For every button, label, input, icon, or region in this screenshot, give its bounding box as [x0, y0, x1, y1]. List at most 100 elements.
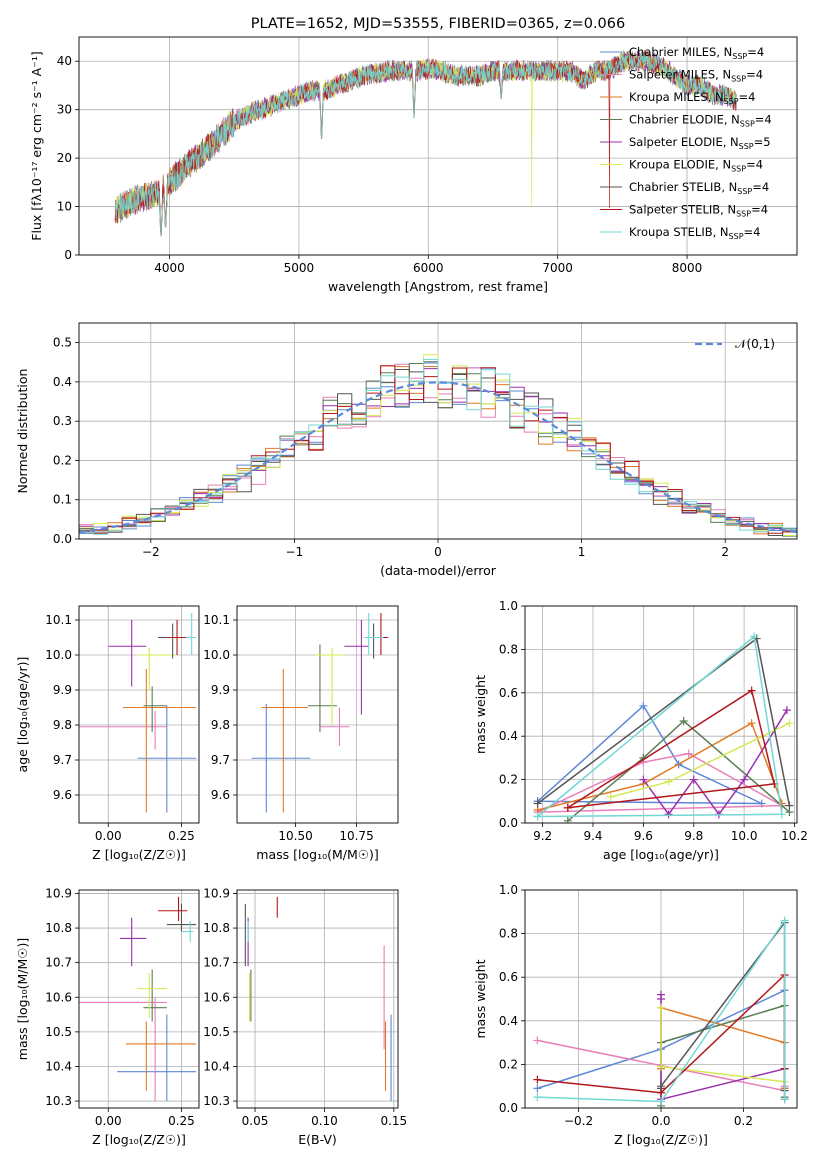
y-axis-label: age [log₁₀(age/yr)] — [15, 657, 30, 773]
x-tick-label: 0.25 — [168, 829, 195, 843]
weight-marker — [785, 801, 794, 810]
x-axis-label: Z [log₁₀(Z/Z☉)] — [92, 1132, 186, 1147]
y-axis-label: mass weight — [473, 959, 488, 1038]
legend-label-suffix: =4 — [739, 90, 756, 104]
legend-label: Salpeter ELODIE, NSSP=5 — [629, 135, 771, 151]
weight-marker — [533, 812, 542, 821]
x-tick-label: 6000 — [413, 261, 444, 275]
y-tick-label: 9.7 — [53, 753, 72, 767]
y-tick-label: 10.3 — [203, 1094, 230, 1108]
legend-label-sub: SSP — [729, 232, 744, 241]
weight-marker — [782, 706, 791, 715]
y-axis-label: mass weight — [473, 675, 488, 754]
weight-marker — [563, 816, 572, 823]
y-tick-label: 9.9 — [53, 683, 72, 697]
legend-label-suffix: =4 — [744, 225, 761, 239]
y-tick-label: 0.1 — [53, 493, 72, 507]
legend-label-name: Chabrier MILES, N — [629, 45, 732, 59]
x-tick-label: 0.00 — [95, 1114, 122, 1128]
x-tick-label: 0.00 — [95, 829, 122, 843]
panel-mass-vs-ebv: 0.05 0.10 0.15 10.3 10.4 10.5 10.6 10.7 10.8 10.9… — [203, 886, 407, 1147]
plot-area — [79, 613, 197, 813]
weight-marker — [747, 686, 756, 695]
y-tick-label: 9.8 — [53, 718, 72, 732]
legend-label-suffix: =4 — [747, 45, 764, 59]
y-tick-label: 0.6 — [499, 686, 518, 700]
y-tick-label: 0.2 — [53, 453, 72, 467]
y-tick-label: 0.0 — [53, 532, 72, 546]
legend-label: 𝒩(0,1) — [735, 337, 775, 351]
legend-label: Kroupa ELODIE, NSSP=4 — [629, 158, 763, 174]
y-tick-label: 0.6 — [499, 970, 518, 984]
axes-frame — [78, 605, 200, 824]
weight-marker — [639, 775, 648, 784]
histogram-series — [79, 369, 797, 539]
y-tick-label: 0.2 — [499, 1057, 518, 1071]
weight-marker — [533, 799, 542, 808]
x-axis-label: E(B-V) — [298, 1132, 337, 1147]
weight-marker — [563, 803, 572, 812]
x-tick-label: 0.25 — [168, 1114, 195, 1128]
y-tick-label: 1.0 — [499, 883, 518, 897]
y-tick-label: 1.0 — [499, 599, 518, 613]
legend-label-sub: SSP — [724, 97, 739, 106]
panel-weight-vs-Z: −0.2 0.0 0.2 0.0 0.2 0.4 0.6 0.8 1.0 Z [log₁₀(Z/Z… — [473, 883, 798, 1147]
legend-label: Chabrier STELIB, NSSP=4 — [629, 180, 769, 196]
x-tick-label: 9.2 — [533, 829, 552, 843]
y-tick-label: 9.6 — [53, 788, 72, 802]
y-tick-label: 0.4 — [499, 1014, 518, 1028]
panel-age-vs-Z: 0.00 0.25 9.6 9.7 9.8 9.9 10.0 10.1 Z [log₁₀(Z/Z… — [15, 605, 200, 862]
plot-area — [533, 632, 794, 823]
y-tick-label: 0.8 — [499, 927, 518, 941]
y-tick-label: 10.9 — [45, 886, 72, 900]
legend-label-suffix: =5 — [754, 135, 771, 149]
y-tick-label: 10.0 — [203, 648, 230, 662]
x-tick-label: 5000 — [284, 261, 315, 275]
x-tick-label: −1 — [286, 545, 304, 559]
legend-label-sub: SSP — [739, 142, 754, 151]
y-tick-label: 40 — [57, 54, 72, 68]
weight-marker — [657, 1097, 665, 1106]
x-tick-label: 7000 — [542, 261, 573, 275]
x-tick-label: 0.15 — [380, 1114, 407, 1128]
legend-label-suffix: =4 — [755, 113, 772, 127]
plot-area — [244, 896, 392, 1102]
y-tick-label: 10.7 — [203, 956, 230, 970]
weight-marker — [533, 1093, 542, 1102]
plot-area — [79, 354, 797, 539]
legend-label-name: Salpeter STELIB, N — [629, 203, 736, 217]
weight-marker — [780, 1095, 789, 1104]
y-axis-label: Normed distribution — [15, 369, 30, 494]
panel-mass-vs-Z: 0.00 0.25 10.3 10.4 10.5 10.6 10.7 10.8 10.9 Z [l… — [15, 886, 200, 1147]
x-axis-label: wavelength [Angstrom, rest frame] — [328, 279, 548, 294]
y-tick-label: 10.1 — [203, 613, 230, 627]
y-tick-label: 10.8 — [203, 921, 230, 935]
y-tick-label: 0.5 — [53, 336, 72, 350]
x-tick-label: 10.75 — [339, 829, 373, 843]
legend-label-suffix: =4 — [746, 68, 763, 82]
histogram-series — [79, 358, 797, 539]
panel-age-vs-mass: 10.50 10.75 9.6 9.7 9.8 9.9 10.0 10.1 mass [log₁… — [203, 605, 399, 862]
weight-marker — [780, 916, 789, 925]
legend-label-suffix: =4 — [746, 158, 763, 172]
y-tick-label: 10.4 — [203, 1059, 230, 1073]
y-tick-label: 10.6 — [203, 990, 230, 1004]
legend-label-name: Kroupa MILES, N — [629, 90, 724, 104]
y-tick-label: 10.9 — [203, 886, 230, 900]
y-axis-label: mass [log₁₀(M/M☉)] — [15, 938, 30, 1060]
y-tick-label: 0.0 — [499, 816, 518, 830]
spectrum-line — [114, 50, 737, 236]
x-axis-label: mass [log₁₀(M/M☉)] — [256, 847, 378, 862]
legend-label: Chabrier ELODIE, NSSP=4 — [629, 113, 772, 129]
panel-residuals: −2 −1 0 1 2 0.0 0.1 0.2 0.3 0.4 0.5 (data-model)/er… — [15, 322, 798, 578]
weight-marker — [777, 810, 786, 819]
weight-line — [537, 722, 783, 811]
y-tick-label: 9.8 — [211, 718, 230, 732]
x-axis-label: age [log₁₀(age/yr)] — [603, 847, 719, 862]
weight-marker — [657, 1003, 665, 1012]
chart-title: PLATE=1652, MJD=53555, FIBERID=0365, z=0… — [251, 16, 625, 32]
y-tick-label: 10.8 — [45, 921, 72, 935]
weight-line — [660, 1007, 785, 1083]
